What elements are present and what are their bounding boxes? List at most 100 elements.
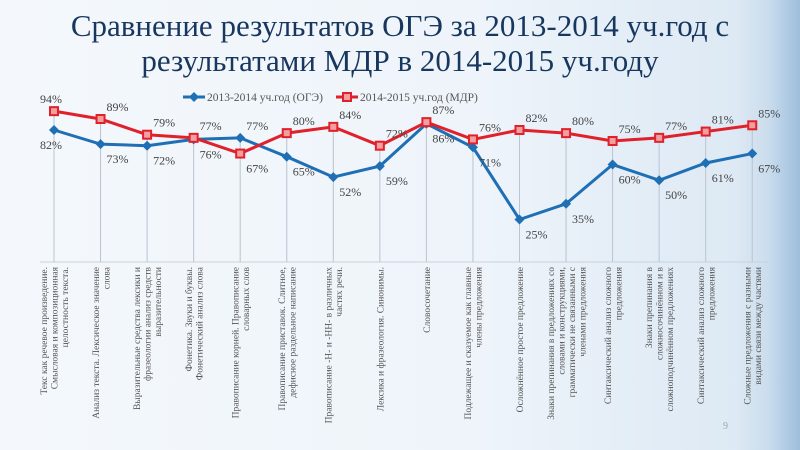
category-label-line: Фонетический анализ слова xyxy=(194,266,205,380)
data-label: 79% xyxy=(153,116,175,130)
data-point-diamond xyxy=(561,198,572,209)
data-label: 82% xyxy=(526,111,548,125)
data-point-square xyxy=(49,106,59,117)
category-label: Осложнённое простое предложение xyxy=(516,267,526,412)
data-point-square xyxy=(421,117,432,128)
legend-label: 2013-2014 уч.год (ОГЭ) xyxy=(207,92,323,104)
category-label: Знаки препинания в сложносочинённом и в сл… xyxy=(645,266,676,411)
category-label-line: дефисное раздельное написание xyxy=(288,267,299,398)
data-point-square xyxy=(514,125,525,135)
data-label: 86% xyxy=(432,132,454,146)
category-label-line: Синтаксический анализ сложного xyxy=(603,267,614,404)
data-label: 80% xyxy=(572,114,594,128)
category-label: Лексика и фразеология. Синонимы. xyxy=(375,267,386,411)
category-label-line: Смысловая и композиционная xyxy=(51,266,61,389)
data-label: 67% xyxy=(758,162,780,176)
data-point-square xyxy=(95,114,106,125)
slide-title: Сравнение результатов ОГЭ за 2013-2014 у… xyxy=(0,8,800,78)
data-label: 72% xyxy=(153,154,175,168)
category-label-line: Правописание корней. Правописание xyxy=(230,267,241,418)
data-label: 84% xyxy=(339,108,361,122)
category-label: Текс как речевое произведение. Смысловая … xyxy=(40,266,71,394)
legend-square-icon xyxy=(342,92,352,102)
data-point-diamond xyxy=(328,172,339,183)
category-label-line: предложения xyxy=(707,266,717,320)
category-label-line: Лексика и фразеология. Синонимы. xyxy=(375,267,386,411)
category-label-line: сложносочинённом и в xyxy=(656,266,666,360)
title-line-1: Сравнение результатов ОГЭ за 2013-2014 у… xyxy=(70,8,730,43)
series-line-1 xyxy=(53,121,753,222)
data-point-square xyxy=(467,134,478,145)
category-label: Фонетика. Звуки и буквы. Фонетический ана… xyxy=(184,266,206,380)
data-point-diamond xyxy=(607,159,618,170)
data-label: 80% xyxy=(293,114,315,128)
data-point-square xyxy=(328,121,339,132)
data-label: 25% xyxy=(526,227,548,241)
data-point-square xyxy=(607,135,618,146)
data-label: 85% xyxy=(758,106,780,120)
data-label: 60% xyxy=(619,173,641,187)
category-label-line: слова xyxy=(102,266,112,289)
data-point-diamond xyxy=(49,125,59,135)
category-label: Сложные предложения с разными видами связ… xyxy=(744,267,765,405)
category-label-line: Синтаксический анализ сложного xyxy=(696,267,707,404)
data-point-square xyxy=(747,120,758,131)
category-label-line: Текс как речевое произведение. xyxy=(40,267,50,395)
data-point-square xyxy=(654,132,665,143)
legend-label: 2014-2015 уч.год (МДР) xyxy=(360,92,478,104)
category-label-line: Правописание приставок. Слитное, xyxy=(278,267,288,410)
category-label-line: целостность текста. xyxy=(61,267,71,347)
data-label: 76% xyxy=(479,120,501,134)
data-point-square xyxy=(281,128,292,139)
data-point-diamond xyxy=(281,151,292,162)
category-label-line: Подлежащее и сказуемое как главные xyxy=(464,267,474,419)
data-label: 94% xyxy=(40,92,62,106)
data-label: 87% xyxy=(432,103,454,117)
category-label-line: предложения xyxy=(614,266,624,320)
category-label-line: Сложные предложения с разными xyxy=(744,267,754,405)
data-label: 76% xyxy=(200,147,222,161)
category-label-line: Знаки препинания в xyxy=(645,266,655,348)
data-point-diamond xyxy=(235,132,246,143)
series-line-2 xyxy=(53,109,753,156)
data-label: 73% xyxy=(107,152,129,166)
data-label: 35% xyxy=(572,212,594,226)
category-label-line: фразеологии анализ средств xyxy=(143,266,154,380)
data-point-diamond xyxy=(514,214,525,225)
data-point-diamond xyxy=(747,148,758,159)
data-point-square xyxy=(188,132,199,143)
category-label-line: частях речи. xyxy=(335,267,345,317)
category-label: Словосочетание xyxy=(423,267,433,333)
data-label: 77% xyxy=(246,119,268,133)
data-point-square xyxy=(235,148,246,159)
category-label-line: члены предложения xyxy=(475,266,485,347)
data-label: 77% xyxy=(200,119,222,133)
data-label: 82% xyxy=(40,138,62,152)
category-label-line: выразительности xyxy=(154,267,164,337)
category-label-line: словами и конструкциями, xyxy=(557,267,567,375)
category-label-line: Фонетика. Звуки и буквы. xyxy=(184,267,195,372)
title-line-2: результатами МДР в 2014-2015 уч.году xyxy=(141,43,659,78)
data-label: 75% xyxy=(619,122,641,136)
data-point-square xyxy=(700,126,711,137)
category-label: Синтаксический анализ сложного предложени… xyxy=(696,266,718,404)
data-point-square xyxy=(374,140,385,151)
category-label: Правописание -Н- и -НН- в различных частя… xyxy=(325,267,346,424)
category-label-line: членами предложения xyxy=(578,266,588,356)
category-label: Синтаксический анализ сложного предложени… xyxy=(603,266,625,404)
category-label: Выразительные средства лексики и фразеоло… xyxy=(133,266,164,410)
data-point-diamond xyxy=(654,175,665,186)
data-label: 67% xyxy=(246,162,268,176)
page-number: 9 xyxy=(723,421,728,432)
category-label-line: грамматически не связанными с xyxy=(568,267,578,397)
category-label-line: Осложнённое простое предложение xyxy=(516,267,526,412)
data-point-square xyxy=(142,129,153,140)
data-label: 81% xyxy=(712,113,734,127)
category-label-line: Анализ текста. Лексическое значение xyxy=(92,267,102,419)
data-point-diamond xyxy=(95,139,106,150)
category-label: Подлежащее и сказуемое как главные члены … xyxy=(464,266,485,419)
category-label: Знаки препинания в предложениях со словам… xyxy=(547,266,589,419)
data-point-square xyxy=(561,128,572,139)
data-label: 72% xyxy=(386,127,408,141)
